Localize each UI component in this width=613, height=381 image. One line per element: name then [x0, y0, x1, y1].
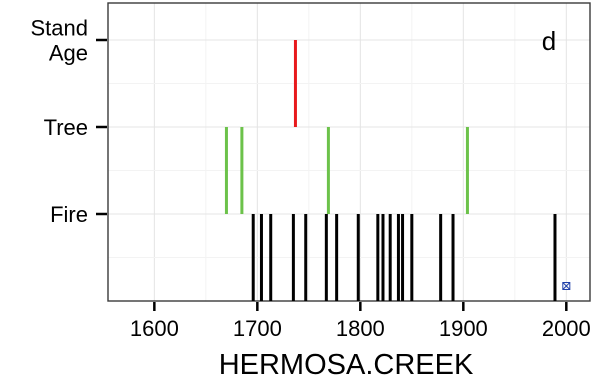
x-tick-label: 2000 — [542, 316, 591, 341]
y-tick-label: Age — [49, 41, 88, 66]
tree-series — [224, 127, 469, 214]
x-tick-label: 1900 — [439, 316, 488, 341]
panel-label: d — [542, 26, 556, 56]
end-marker — [562, 282, 571, 290]
y-tick-label: Stand — [31, 16, 89, 41]
x-tick-label: 1800 — [336, 316, 385, 341]
plot-panel — [107, 2, 591, 302]
x-axis: 1600 1700 1800 1900 2000 — [130, 302, 591, 341]
end-marker-box — [562, 282, 571, 290]
y-tick-label: Fire — [50, 202, 88, 227]
end-marker-cross — [562, 282, 571, 290]
x-axis-title: HERMOSA.CREEK — [219, 349, 474, 381]
y-tick-label: Tree — [44, 115, 88, 140]
x-tick-label: 1600 — [130, 316, 179, 341]
fire-series — [251, 214, 557, 301]
x-tick-label: 1700 — [233, 316, 282, 341]
gridlines — [108, 3, 590, 301]
